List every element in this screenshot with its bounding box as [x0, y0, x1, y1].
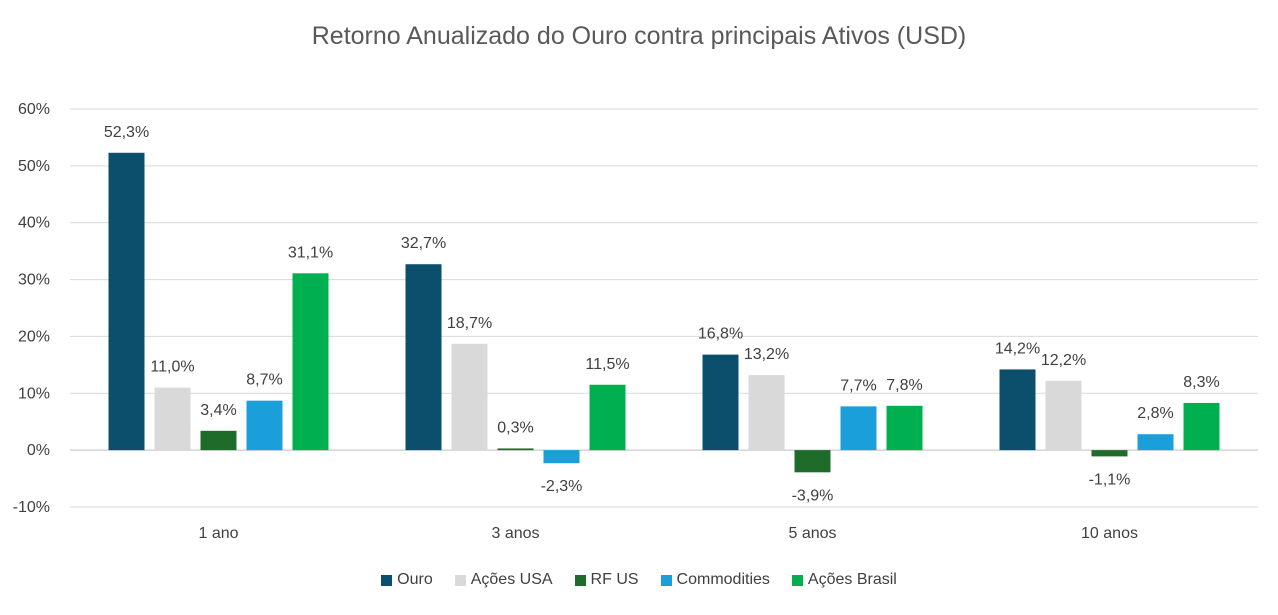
- legend-swatch: [574, 574, 586, 586]
- data-label: 0,3%: [497, 419, 533, 436]
- y-tick-label: -10%: [13, 499, 50, 516]
- y-axis-ticks: 60% 50% 40% 30% 20% 10% 0% -10%: [13, 101, 50, 516]
- bar-ações-usa: [748, 375, 785, 451]
- data-label: 3,4%: [200, 402, 236, 419]
- data-label: 32,7%: [401, 235, 446, 252]
- data-labels: 52,3% 11,0% 3,4% 8,7% 31,1% 32,7% 18,7% 0,3% -2,…: [104, 124, 1220, 505]
- data-label: 18,7%: [447, 315, 492, 332]
- legend-swatch: [454, 574, 466, 586]
- y-tick-label: 10%: [18, 385, 50, 402]
- legend-label: Ações USA: [470, 571, 553, 588]
- bar-commodities: [246, 400, 283, 451]
- y-tick-label: 40%: [18, 215, 50, 232]
- y-tick-label: 50%: [18, 158, 50, 175]
- legend-item: Commodities: [660, 571, 770, 589]
- bar-ações-usa: [451, 343, 488, 451]
- bar-ouro: [702, 354, 739, 451]
- y-tick-label: 0%: [27, 442, 50, 459]
- legend: Ouro Ações USA RF US Commodities Ações Brasi…: [0, 571, 1278, 589]
- bar-rf-us: [794, 450, 831, 473]
- bar-ações-brasil: [292, 273, 329, 451]
- data-label: 12,2%: [1041, 352, 1086, 369]
- chart-plot-area: 60% 50% 40% 30% 20% 10% 0% -10% 52,3% 11,0% 3,4% 8…: [13, 101, 1258, 542]
- bar-rf-us: [497, 448, 534, 451]
- legend-swatch: [381, 574, 393, 586]
- bars: [108, 152, 1220, 473]
- data-label: 2,8%: [1137, 405, 1173, 422]
- data-label: 16,8%: [698, 326, 743, 343]
- data-label: 7,7%: [840, 377, 876, 394]
- x-category-label: 1 ano: [198, 525, 238, 542]
- y-tick-label: 60%: [18, 101, 50, 118]
- bar-commodities: [1137, 434, 1174, 451]
- legend-item: RF US: [574, 571, 639, 589]
- legend-item: Ações Brasil: [791, 571, 897, 589]
- data-label: 8,3%: [1183, 374, 1219, 391]
- bar-ações-usa: [1045, 380, 1082, 451]
- data-label: -3,9%: [792, 487, 834, 504]
- x-axis-categories: 1 ano 3 anos 5 anos 10 anos: [198, 525, 1137, 542]
- legend-swatch: [660, 574, 672, 586]
- bar-ações-brasil: [1183, 402, 1220, 451]
- data-label: 8,7%: [246, 372, 282, 389]
- y-tick-label: 20%: [18, 328, 50, 345]
- legend-item: Ouro: [381, 571, 433, 589]
- bar-ações-brasil: [589, 384, 626, 451]
- legend-label: RF US: [590, 571, 639, 588]
- x-category-label: 3 anos: [491, 525, 539, 542]
- bar-commodities: [543, 450, 580, 464]
- x-category-label: 10 anos: [1081, 525, 1138, 542]
- bar-ouro: [999, 369, 1036, 451]
- bar-ouro: [405, 264, 442, 451]
- data-label: -1,1%: [1089, 471, 1131, 488]
- legend-label: Ações Brasil: [807, 571, 897, 588]
- bar-ações-brasil: [886, 405, 923, 451]
- x-category-label: 5 anos: [788, 525, 836, 542]
- data-label: 14,2%: [995, 340, 1040, 357]
- bar-rf-us: [200, 430, 237, 451]
- bar-rf-us: [1091, 450, 1128, 457]
- data-label: 11,0%: [150, 359, 194, 376]
- legend-item: Ações USA: [454, 571, 553, 589]
- y-tick-label: 30%: [18, 272, 50, 289]
- data-label: 11,5%: [585, 356, 629, 373]
- data-label: -2,3%: [541, 478, 583, 495]
- legend-swatch: [791, 574, 803, 586]
- bar-ações-usa: [154, 387, 191, 451]
- data-label: 52,3%: [104, 124, 149, 141]
- legend-label: Commodities: [676, 571, 770, 588]
- data-label: 7,8%: [886, 377, 922, 394]
- data-label: 13,2%: [744, 346, 789, 363]
- legend-label: Ouro: [397, 571, 433, 588]
- chart-title: Retorno Anualizado do Ouro contra princi…: [311, 22, 967, 50]
- data-label: 31,1%: [288, 244, 333, 261]
- bar-ouro: [108, 152, 145, 451]
- bar-commodities: [840, 406, 877, 451]
